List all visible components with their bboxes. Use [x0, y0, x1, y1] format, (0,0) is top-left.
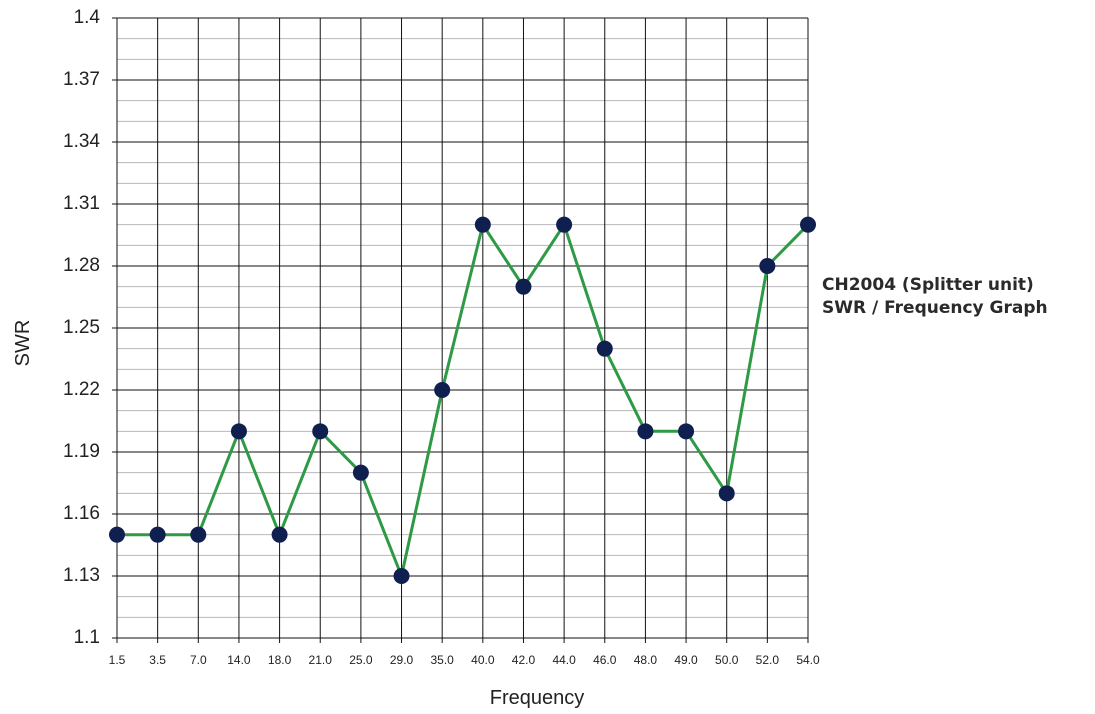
x-tick-label: 7.0 — [190, 653, 207, 667]
data-point — [434, 382, 451, 398]
data-point — [190, 526, 207, 543]
data-point — [718, 485, 735, 502]
y-tick-label: 1.25 — [63, 317, 100, 338]
y-tick-label: 1.28 — [63, 255, 100, 276]
y-tick-label: 1.4 — [74, 7, 101, 28]
x-tick-label: 21.0 — [309, 653, 333, 667]
major-gridlines — [112, 17, 809, 643]
y-tick-label: 1.13 — [63, 565, 100, 586]
x-tick-label: 3.5 — [149, 653, 166, 667]
x-axis-label: Frequency — [490, 687, 585, 709]
data-point — [800, 216, 816, 233]
x-tick-label: 48.0 — [634, 653, 658, 667]
data-point — [556, 216, 573, 233]
x-tick-label: 44.0 — [552, 653, 576, 667]
minor-gridlines — [117, 38, 808, 618]
data-point — [230, 423, 247, 440]
data-point — [474, 216, 491, 233]
y-tick-label: 1.19 — [63, 441, 100, 462]
x-tick-label: 29.0 — [390, 653, 414, 667]
data-point — [271, 526, 288, 543]
x-tick-label: 46.0 — [593, 653, 617, 667]
swr-series — [109, 216, 816, 584]
x-tick-label: 40.0 — [471, 653, 495, 667]
data-point — [596, 340, 613, 357]
data-point — [149, 526, 166, 543]
series-line — [117, 223, 810, 578]
caption-title: CH2004 (Splitter unit) — [822, 275, 1034, 295]
x-tick-label: 42.0 — [512, 653, 536, 667]
y-tick-label: 1.31 — [63, 193, 100, 214]
x-tick-label: 52.0 — [756, 653, 780, 667]
data-point — [637, 423, 654, 440]
x-tick-label: 25.0 — [349, 653, 373, 667]
data-point — [393, 568, 410, 584]
caption-subtitle: SWR / Frequency Graph — [822, 298, 1048, 318]
data-point — [759, 258, 776, 274]
data-point — [515, 278, 532, 295]
y-tick-label: 1.16 — [63, 503, 100, 524]
data-point — [352, 464, 369, 481]
y-axis-label: SWR — [12, 320, 34, 367]
y-axis-ticks: 1.1 1.13 1.16 1.19 1.22 1.25 1.28 1.31 1.34 1.37 1… — [63, 7, 100, 648]
chart-caption: CH2004 (Splitter unit) SWR / Frequency G… — [822, 274, 1048, 320]
x-tick-label: 1.5 — [109, 653, 126, 667]
data-point — [109, 526, 125, 543]
x-tick-label: 35.0 — [430, 653, 454, 667]
x-tick-label: 54.0 — [796, 653, 820, 667]
x-tick-label: 14.0 — [227, 653, 251, 667]
x-tick-label: 18.0 — [268, 653, 292, 667]
y-tick-label: 1.22 — [63, 379, 100, 400]
y-tick-label: 1.34 — [63, 131, 100, 152]
x-tick-label: 50.0 — [715, 653, 739, 667]
data-point — [312, 423, 329, 440]
x-axis-ticks: 1.5 3.5 7.0 14.0 18.0 21.0 25.0 29.0 35.0 40.0 42.… — [109, 653, 820, 667]
x-tick-label: 49.0 — [674, 653, 698, 667]
data-point — [678, 423, 695, 440]
y-tick-label: 1.1 — [74, 627, 100, 648]
y-tick-label: 1.37 — [63, 69, 100, 90]
